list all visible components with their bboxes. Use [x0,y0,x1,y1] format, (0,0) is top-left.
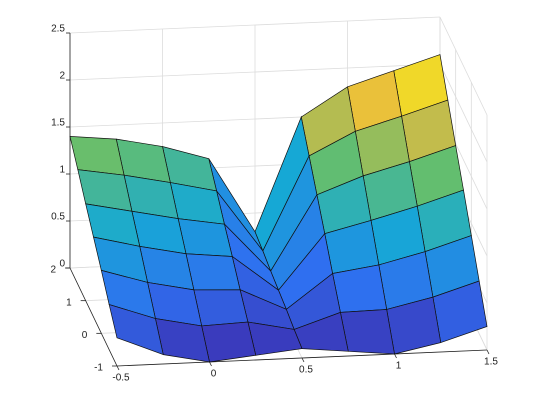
tick-mark [301,357,305,363]
surface-patch [332,264,388,313]
x-tick-label: 1 [396,361,402,372]
tick-mark [486,349,490,355]
z-tick-label: 0 [59,259,65,270]
surface-patch [108,304,164,356]
tick-mark [116,365,120,371]
x-tick-label: 0.5 [299,365,313,376]
z-tick-label: 0.5 [51,212,65,223]
y-tick-label: 1 [66,297,72,308]
surface-patch [193,289,249,327]
surface-patch [201,321,257,363]
tick-mark [394,353,397,359]
surface-patch [177,218,233,257]
surface-patch [339,309,395,355]
grid-line [69,63,441,81]
y-tick-label: 2 [50,265,56,276]
grid-line [69,16,441,34]
y-tick-label: 0 [82,330,88,341]
z-tick-label: 1 [59,165,65,176]
y-tick-label: -1 [94,363,103,374]
y-axis [69,267,118,367]
x-tick-label: -0.5 [112,373,130,384]
tick-mark [209,361,212,367]
surface-patch [185,253,241,291]
grid-line [439,63,488,163]
z-tick-label: 2 [59,71,65,82]
x-tick-label: 1.5 [484,357,498,368]
grid-line [439,16,488,116]
z-tick-label: 2.5 [51,24,65,35]
z-tick-label: 1.5 [51,118,65,129]
x-tick-label: 0 [211,369,217,380]
